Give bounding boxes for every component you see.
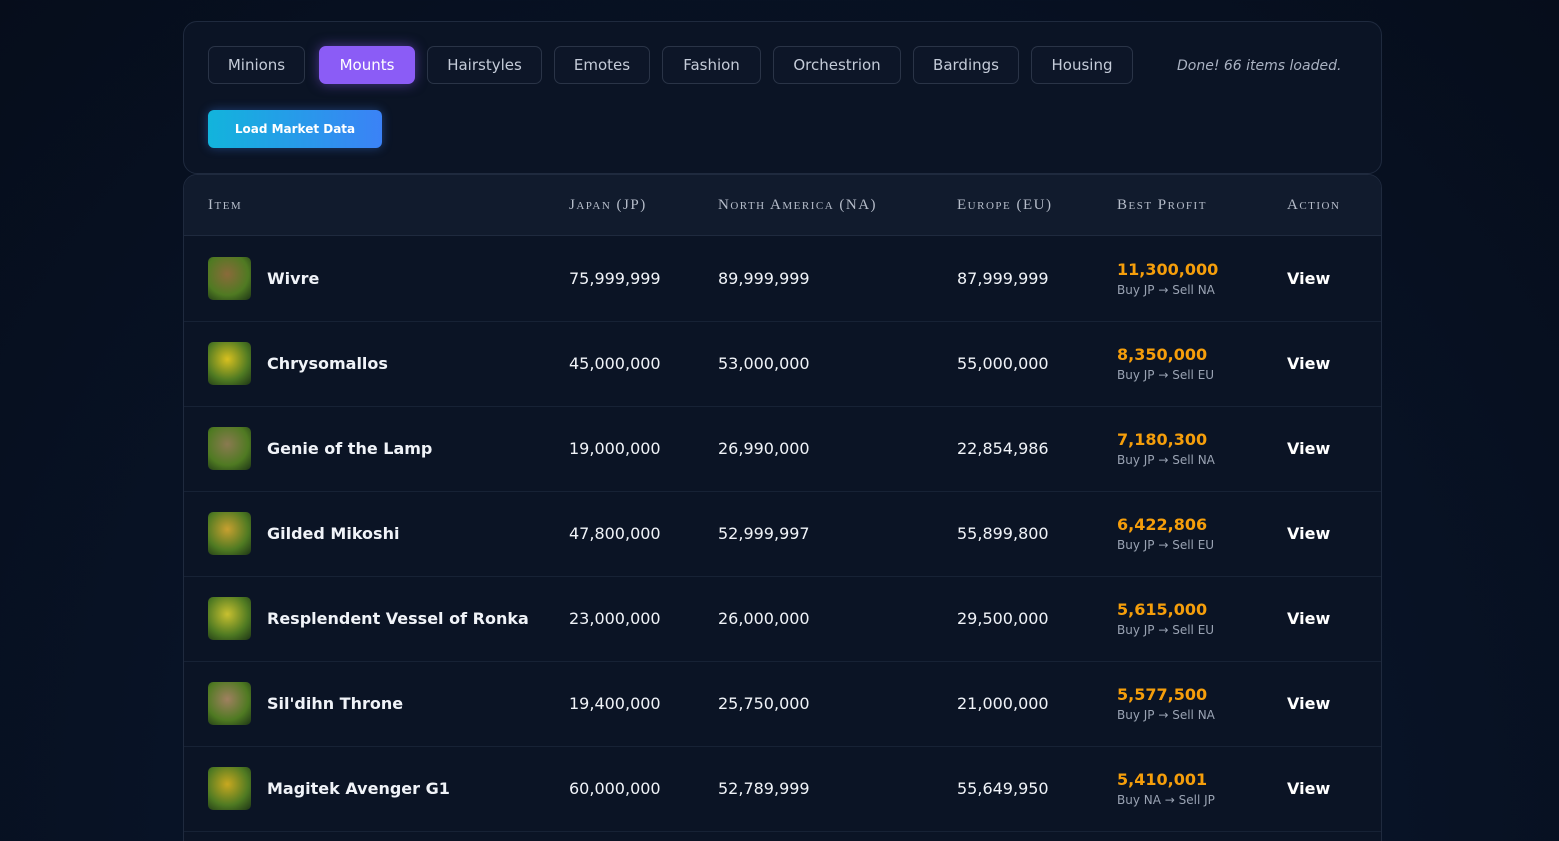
trade-route: Buy JP → Sell NA [1117,453,1215,467]
item-icon [208,682,251,725]
load-button[interactable]: Load Market Data [208,110,382,148]
tab[interactable]: Emotes [554,46,650,84]
table-row: Gilded Mikoshi 47,800,000 52,999,997 55,899… [184,491,1381,577]
table-row: Genie of the Lamp 19,000,000 26,990,000 22,… [184,406,1381,492]
status-text: Done! 66 items loaded. [1177,58,1342,74]
market-table: Item Japan (JP) North America (NA) Europe (… [183,174,1382,841]
view-link[interactable]: View [1287,524,1331,543]
trade-route: Buy JP → Sell NA [1117,283,1215,297]
view-link[interactable]: View [1287,694,1331,713]
view-link[interactable]: View [1287,609,1331,628]
price: 26,990,000 [718,439,810,458]
view-link[interactable]: View [1287,779,1331,798]
column-header: Item [208,197,243,213]
view-link[interactable]: View [1287,269,1331,288]
best-profit: 5,615,000 [1117,600,1208,619]
tab[interactable]: Orchestrion [773,46,901,84]
price: 55,899,800 [957,524,1049,543]
item-icon [208,427,251,470]
controls-panel: Done! 66 items loaded. Load Market Data … [183,21,1382,174]
tab[interactable]: Hairstyles [427,46,542,84]
trade-route: Buy JP → Sell EU [1117,623,1215,637]
price: 60,000,000 [569,779,661,798]
tab[interactable]: Housing [1031,46,1133,84]
price: 89,999,999 [718,269,810,288]
item-icon [208,512,251,555]
trade-route: Buy JP → Sell EU [1117,538,1215,552]
view-link[interactable]: View [1287,354,1331,373]
table-row: Wivre 75,999,999 89,999,999 87,999,999 11,30… [184,236,1381,322]
price: 47,800,000 [569,524,661,543]
price: 55,000,000 [957,354,1049,373]
item-name: Chrysomallos [267,354,388,373]
trade-route: Buy JP → Sell NA [1117,708,1215,722]
column-header: Best Profit [1117,197,1207,213]
best-profit: 5,410,001 [1117,770,1208,789]
item-name: Resplendent Vessel of Ronka [267,609,529,628]
price: 26,000,000 [718,609,810,628]
price: 23,000,000 [569,609,661,628]
price: 52,789,999 [718,779,810,798]
table-row: Magitek Avenger G1 60,000,000 52,789,999 55… [184,746,1381,832]
table-row: Chrysomallos 45,000,000 53,000,000 55,000,0… [184,321,1381,407]
price: 21,000,000 [957,694,1049,713]
price: 29,500,000 [957,609,1049,628]
tab[interactable]: Mounts [319,46,415,84]
column-header: Action [1287,197,1341,213]
price: 87,999,999 [957,269,1049,288]
tab[interactable]: Fashion [662,46,761,84]
table-row: Resplendent Vessel of Ronka 23,000,000 26,… [184,576,1381,662]
item-icon [208,257,251,300]
column-header: Europe (EU) [957,197,1053,213]
item-name: Sil'dihn Throne [267,694,404,713]
price: 25,750,000 [718,694,810,713]
best-profit: 6,422,806 [1117,515,1208,534]
best-profit: 5,577,500 [1117,685,1208,704]
table-header: Item Japan (JP) North America (NA) Europe (… [184,175,1381,236]
tab[interactable]: Minions [208,46,305,84]
price: 45,000,000 [569,354,661,373]
price: 19,400,000 [569,694,661,713]
item-name: Wivre [267,269,320,288]
column-header: Japan (JP) [569,197,647,213]
best-profit: 7,180,300 [1117,430,1208,449]
best-profit: 8,350,000 [1117,345,1208,364]
item-name: Magitek Avenger G1 [267,779,450,798]
item-icon [208,767,251,810]
item-name: Genie of the Lamp [267,439,433,458]
trade-route: Buy NA → Sell JP [1117,793,1215,807]
trade-route: Buy JP → Sell EU [1117,368,1215,382]
item-name: Gilded Mikoshi [267,524,400,543]
price: 52,999,997 [718,524,810,543]
table-row: Sil'dihn Throne 19,400,000 25,750,000 21,00… [184,661,1381,747]
column-header: North America (NA) [718,197,878,213]
price: 22,854,986 [957,439,1049,458]
price: 19,000,000 [569,439,661,458]
view-link[interactable]: View [1287,439,1331,458]
price: 53,000,000 [718,354,810,373]
price: 55,649,950 [957,779,1049,798]
price: 75,999,999 [569,269,661,288]
item-icon [208,342,251,385]
best-profit: 11,300,000 [1117,260,1219,279]
tab[interactable]: Bardings [913,46,1019,84]
item-icon [208,597,251,640]
